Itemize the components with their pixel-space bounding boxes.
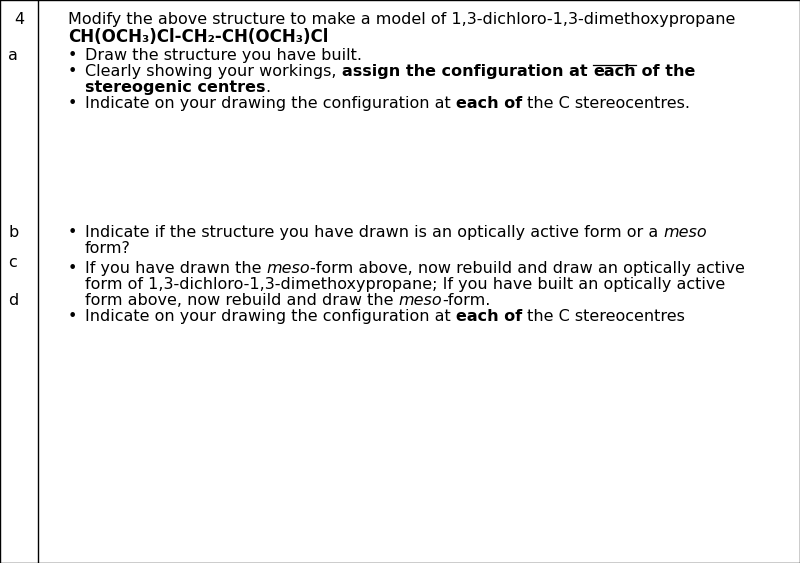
Text: •: •: [68, 261, 78, 276]
Text: -form.: -form.: [442, 293, 490, 308]
Text: •: •: [68, 48, 78, 63]
Text: Draw the structure you have built.: Draw the structure you have built.: [85, 48, 362, 63]
Text: •: •: [68, 309, 78, 324]
Text: 4: 4: [14, 12, 24, 27]
Text: the C stereocentres: the C stereocentres: [522, 309, 685, 324]
Text: •: •: [68, 96, 78, 111]
Text: •: •: [68, 64, 78, 79]
Text: form of 1,3-dichloro-1,3-dimethoxypropane; If you have built an optically active: form of 1,3-dichloro-1,3-dimethoxypropan…: [85, 277, 726, 292]
Text: each: each: [593, 64, 635, 79]
Text: d: d: [8, 293, 18, 308]
Text: Modify the above structure to make a model of 1,3-dichloro-1,3-dimethoxypropane: Modify the above structure to make a mod…: [68, 12, 735, 27]
Text: .: .: [266, 80, 270, 95]
Text: -form above, now rebuild and draw an optically active: -form above, now rebuild and draw an opt…: [310, 261, 745, 276]
Text: Clearly showing your workings,: Clearly showing your workings,: [85, 64, 342, 79]
Text: assign the configuration at: assign the configuration at: [342, 64, 593, 79]
Text: meso: meso: [266, 261, 310, 276]
Text: form?: form?: [85, 241, 131, 256]
Text: If you have drawn the: If you have drawn the: [85, 261, 266, 276]
Text: each of: each of: [456, 309, 522, 324]
Text: a: a: [8, 48, 18, 63]
Text: meso: meso: [663, 225, 707, 240]
Text: meso: meso: [398, 293, 442, 308]
Text: each of: each of: [456, 96, 522, 111]
Text: of the: of the: [635, 64, 695, 79]
Text: b: b: [8, 225, 18, 240]
Text: Indicate if the structure you have drawn is an optically active form or a: Indicate if the structure you have drawn…: [85, 225, 663, 240]
Text: c: c: [8, 255, 17, 270]
Text: the C stereocentres.: the C stereocentres.: [522, 96, 690, 111]
Text: Indicate on your drawing the configuration at: Indicate on your drawing the configurati…: [85, 96, 456, 111]
Text: stereogenic centres: stereogenic centres: [85, 80, 266, 95]
Text: form above, now rebuild and draw the: form above, now rebuild and draw the: [85, 293, 398, 308]
Text: •: •: [68, 225, 78, 240]
Text: CH(OCH₃)Cl-CH₂-CH(OCH₃)Cl: CH(OCH₃)Cl-CH₂-CH(OCH₃)Cl: [68, 28, 328, 46]
Text: Indicate on your drawing the configuration at: Indicate on your drawing the configurati…: [85, 309, 456, 324]
